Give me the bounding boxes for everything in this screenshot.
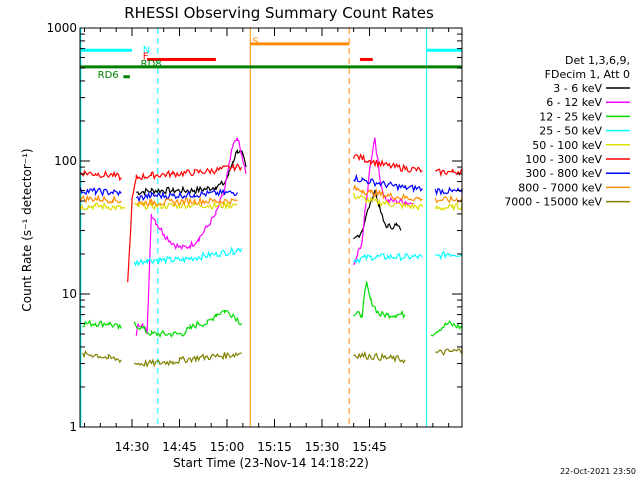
series-line-4-2 xyxy=(352,192,423,212)
x-tick-label: 14:45 xyxy=(162,440,197,454)
series-line-6-0 xyxy=(79,186,122,197)
y-tick-label: 10 xyxy=(62,287,77,301)
series-line-5-1 xyxy=(127,163,243,283)
x-tick-label: 15:30 xyxy=(305,440,340,454)
plot-frame xyxy=(79,27,463,428)
annotation-n: N xyxy=(143,45,150,56)
series-line-2-0 xyxy=(82,319,122,330)
x-tick-label: 15:15 xyxy=(257,440,292,454)
x-tick-label: 15:00 xyxy=(210,440,245,454)
legend-entry-label: 100 - 300 keV xyxy=(525,153,602,166)
footer-timestamp: 22-Oct-2021 23:50 xyxy=(560,467,636,476)
series-line-8-0 xyxy=(82,350,122,364)
series-line-7-1 xyxy=(136,195,238,207)
legend-entry-label: 25 - 50 keV xyxy=(539,125,602,138)
annotation-f: F xyxy=(143,51,149,62)
legend-header-line: Det 1,3,6,9, xyxy=(565,54,630,67)
legend-entry-label: 7000 - 15000 keV xyxy=(504,196,602,209)
legend-entry-label: 6 - 12 keV xyxy=(546,96,602,109)
chart-title: RHESSI Observing Summary Count Rates xyxy=(124,4,434,22)
series-line-6-2 xyxy=(353,173,423,194)
series-line-6-1 xyxy=(136,188,238,203)
legend-entry-label: 12 - 25 keV xyxy=(539,110,602,123)
x-tick-label: 14:30 xyxy=(115,440,150,454)
series-line-4-1 xyxy=(133,199,238,211)
series-line-2-2 xyxy=(353,281,406,319)
series-line-0-0 xyxy=(136,148,247,196)
legend-entry-label: 3 - 6 keV xyxy=(553,82,602,95)
series-line-3-0 xyxy=(133,246,243,267)
series-line-7-0 xyxy=(79,194,122,204)
series-line-4-0 xyxy=(79,202,126,211)
legend-entry-label: 800 - 7000 keV xyxy=(518,181,602,194)
y-tick-label: 1 xyxy=(69,420,77,434)
annotation-rd6: RD6 xyxy=(98,70,119,81)
series-line-3-2 xyxy=(435,250,463,261)
series-line-5-0 xyxy=(79,169,122,182)
legend-header-line: FDecim 1, Att 0 xyxy=(545,68,630,81)
series-line-8-1 xyxy=(133,351,242,368)
y-tick-label: 100 xyxy=(54,154,77,168)
series-line-7-2 xyxy=(352,184,423,202)
series-line-8-2 xyxy=(353,350,406,364)
y-tick-label: 1000 xyxy=(46,21,77,35)
annotation-s: S xyxy=(252,37,258,48)
legend-entry-label: 300 - 800 keV xyxy=(525,167,602,180)
x-axis-label: Start Time (23-Nov-14 14:18:22) xyxy=(173,456,369,470)
legend-entry-label: 50 - 100 keV xyxy=(532,139,602,152)
series-line-1-1 xyxy=(352,137,415,266)
series-line-3-1 xyxy=(353,252,423,264)
series-line-5-2 xyxy=(352,152,423,173)
series-line-2-1 xyxy=(133,309,243,339)
annotation-rd8: RD8 xyxy=(141,59,162,70)
y-axis-label: Count Rate (s⁻¹ detector⁻¹) xyxy=(20,148,34,311)
x-tick-label: 15:45 xyxy=(352,440,387,454)
